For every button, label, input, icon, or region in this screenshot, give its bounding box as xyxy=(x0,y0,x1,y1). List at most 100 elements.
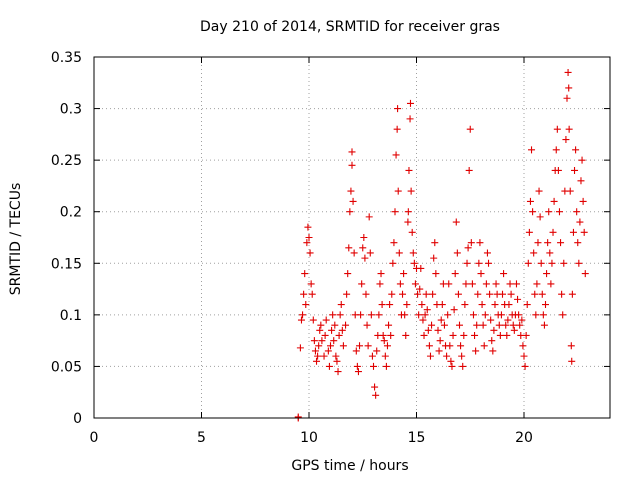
data-point xyxy=(580,228,588,236)
data-point xyxy=(317,321,325,329)
data-point xyxy=(382,362,390,370)
data-point xyxy=(438,301,446,309)
data-point xyxy=(360,234,368,241)
data-point xyxy=(422,290,430,298)
data-point xyxy=(444,311,452,319)
data-point xyxy=(538,290,546,298)
data-point xyxy=(332,352,340,360)
data-point xyxy=(525,228,533,236)
data-point xyxy=(338,326,346,334)
data-point xyxy=(569,228,577,236)
data-point xyxy=(462,280,470,288)
plot-frame xyxy=(93,56,611,419)
data-point xyxy=(478,301,486,309)
data-point xyxy=(379,331,387,339)
data-point xyxy=(325,362,333,370)
data-point xyxy=(535,187,543,195)
data-point xyxy=(333,357,341,365)
data-point xyxy=(334,368,342,376)
data-point xyxy=(363,321,371,329)
data-point xyxy=(528,146,536,154)
data-point xyxy=(404,218,412,226)
data-point xyxy=(445,280,453,288)
data-point xyxy=(552,146,560,154)
data-point xyxy=(342,321,350,329)
data-point xyxy=(343,290,351,298)
data-point xyxy=(467,239,475,247)
data-point xyxy=(315,342,323,350)
data-point xyxy=(446,342,454,350)
data-point xyxy=(399,290,407,298)
data-point xyxy=(402,331,410,339)
data-point xyxy=(324,347,332,355)
data-point xyxy=(465,166,473,174)
data-point xyxy=(520,352,528,360)
data-point xyxy=(366,249,374,257)
data-point xyxy=(523,301,531,309)
data-point xyxy=(576,218,584,226)
data-point xyxy=(451,270,459,278)
data-point xyxy=(305,234,313,241)
data-point xyxy=(418,301,426,309)
data-point xyxy=(526,197,534,205)
data-point xyxy=(352,347,360,355)
data-point xyxy=(464,244,472,252)
data-point xyxy=(404,208,412,216)
data-point xyxy=(429,290,437,298)
data-point xyxy=(425,342,433,350)
data-point xyxy=(405,166,413,174)
data-point xyxy=(559,311,567,319)
data-point xyxy=(302,301,310,309)
data-point xyxy=(476,239,484,247)
data-point xyxy=(313,357,321,365)
data-point xyxy=(448,362,456,370)
data-point xyxy=(579,197,587,205)
data-point xyxy=(581,270,589,278)
data-point xyxy=(358,280,366,288)
data-point xyxy=(386,301,394,309)
data-point xyxy=(563,94,571,102)
data-point xyxy=(491,301,499,309)
data-point xyxy=(380,337,388,345)
data-point xyxy=(537,259,545,267)
data-point xyxy=(316,326,324,334)
data-point xyxy=(349,197,357,205)
data-point xyxy=(443,352,451,360)
data-point xyxy=(428,321,436,329)
data-point xyxy=(461,301,469,309)
data-point xyxy=(301,270,309,278)
data-point xyxy=(482,280,490,288)
data-point xyxy=(403,301,411,309)
data-point xyxy=(370,362,377,370)
data-point xyxy=(490,326,498,334)
data-point xyxy=(328,326,336,334)
data-point xyxy=(565,125,573,133)
data-point xyxy=(314,352,322,360)
data-point xyxy=(407,187,415,195)
data-point xyxy=(469,311,477,319)
data-point xyxy=(516,321,524,329)
data-point xyxy=(372,391,380,399)
data-point xyxy=(505,301,513,309)
data-point xyxy=(488,337,496,345)
data-point xyxy=(530,249,538,257)
data-point xyxy=(400,270,408,278)
data-point xyxy=(308,290,316,298)
data-point xyxy=(310,337,318,345)
data-point xyxy=(436,337,444,345)
data-point xyxy=(546,249,554,257)
data-point xyxy=(453,249,461,257)
data-point xyxy=(548,259,556,267)
data-point xyxy=(460,331,468,339)
data-point xyxy=(504,316,512,324)
data-point xyxy=(381,352,389,360)
data-point xyxy=(450,306,458,314)
data-point xyxy=(578,156,586,164)
data-point xyxy=(566,187,574,195)
data-point xyxy=(378,301,386,309)
data-point xyxy=(473,321,481,329)
data-point xyxy=(353,362,361,370)
data-point xyxy=(410,259,418,267)
data-point xyxy=(406,99,414,107)
